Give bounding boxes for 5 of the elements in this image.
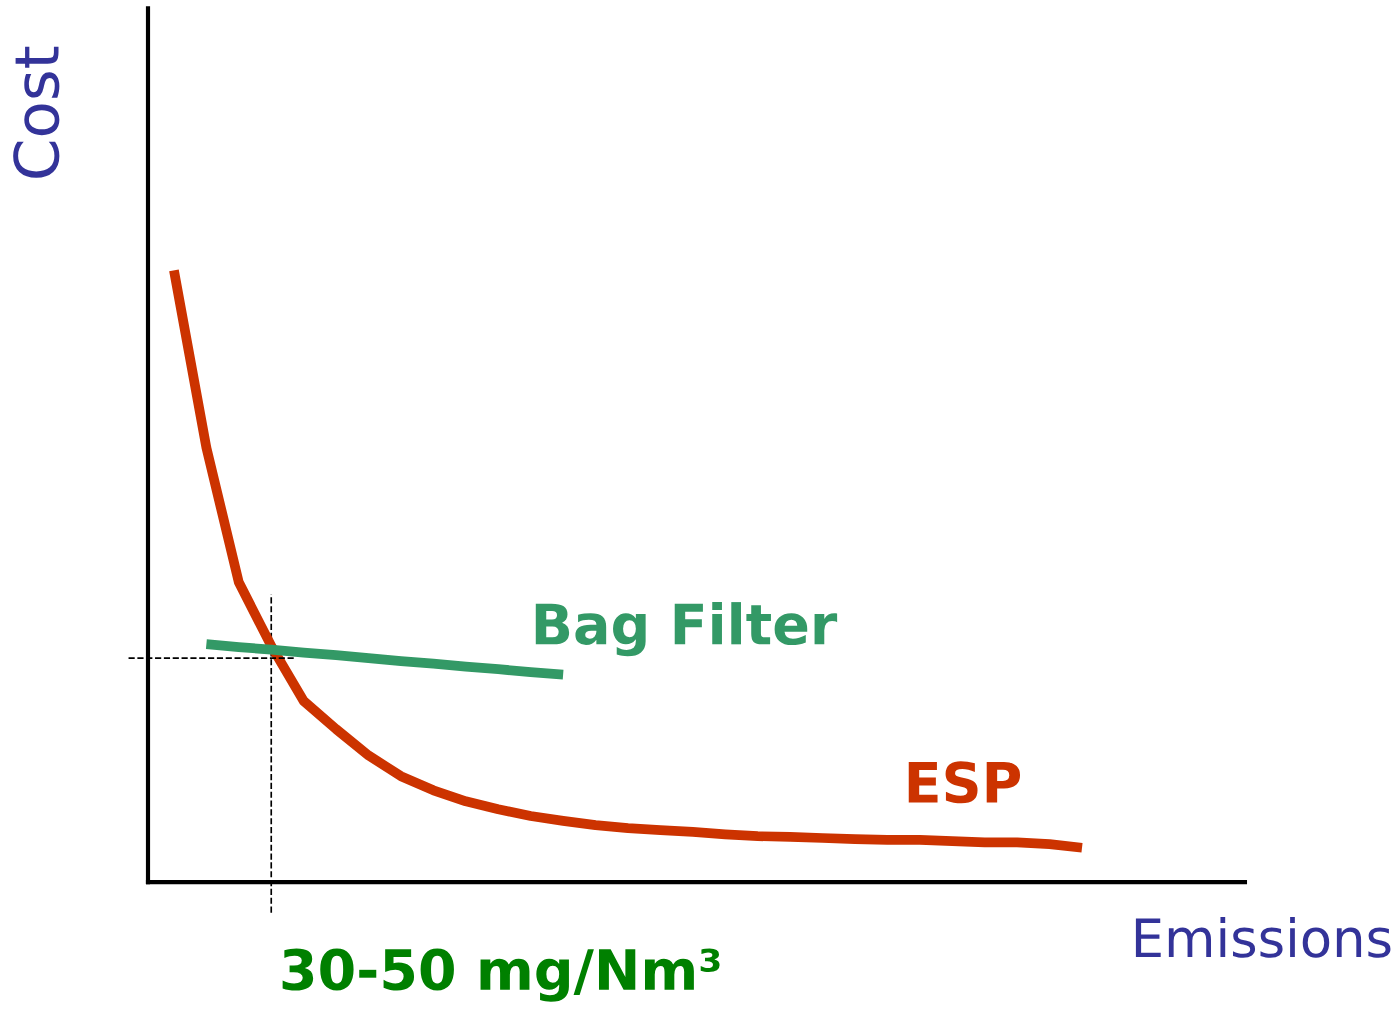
x-axis-title: Emissions xyxy=(1135,916,1391,958)
text: 30-50 mg/Nm³ xyxy=(282,948,720,1002)
y-axis-title: Cost xyxy=(13,46,60,178)
series-label: ESP xyxy=(908,761,1021,804)
series-label: Bag Filter xyxy=(535,602,838,657)
